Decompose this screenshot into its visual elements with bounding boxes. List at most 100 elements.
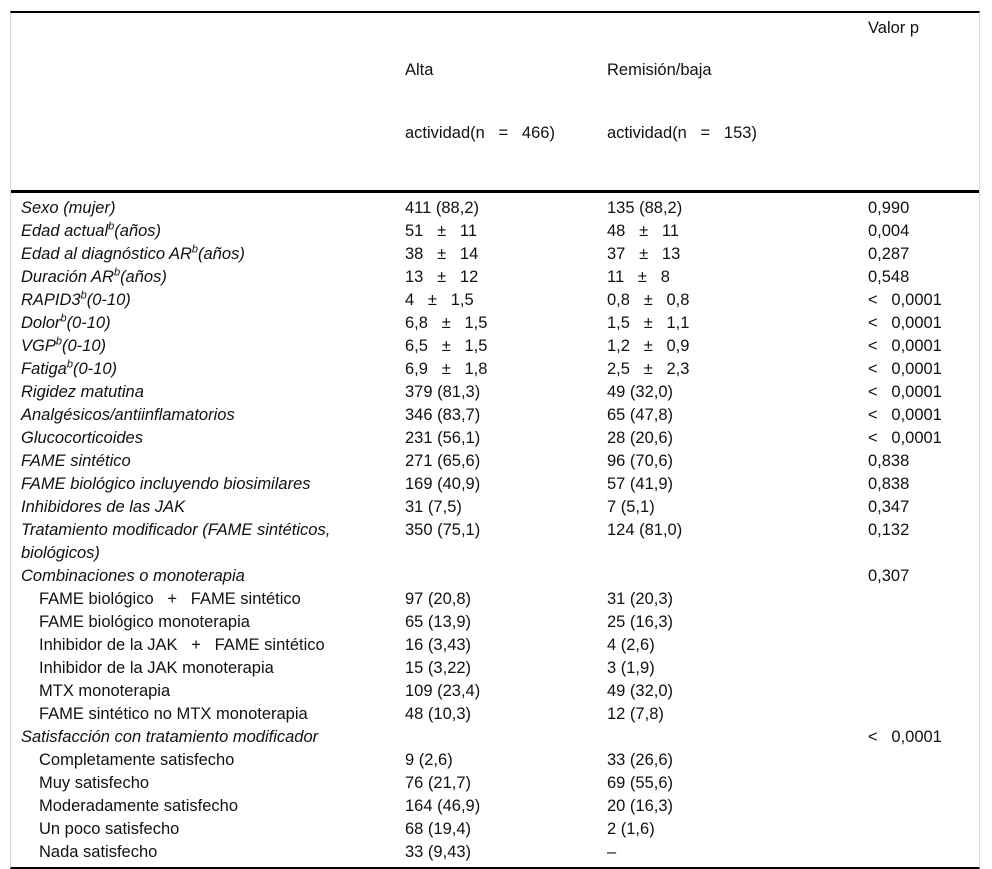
row-label: Combinaciones o monoterapia [21, 567, 245, 585]
cell-p-value: 0,838 [868, 475, 910, 493]
table-row: Inhibidor de la JAK + FAME sintético 16 (… [11, 634, 979, 657]
row-label: RAPID3b(0-10) [21, 289, 131, 309]
cell-alta-value: 15 (3,22) [405, 659, 472, 677]
cell-alta-value: 13 ± 12 [405, 268, 479, 286]
cell-alta-value: 350 (75,1) [405, 521, 481, 539]
table-row: Moderadamente satisfecho 164 (46,9) 20 (16… [11, 795, 979, 818]
cell-p-value: < 0,0001 [868, 360, 942, 378]
cell-remision-value: 49 (32,0) [607, 682, 674, 700]
cell-p-value: < 0,0001 [868, 314, 942, 332]
table-row: Satisfacción con tratamiento modificador… [11, 726, 979, 749]
table-row: Completamente satisfecho 9 (2,6) 33 (26,6) [11, 749, 979, 772]
row-label: FAME sintético [21, 452, 131, 470]
cell-alta-value: 48 (10,3) [405, 705, 472, 723]
table-row: FAME biológico monoterapia 65 (13,9) 25 (1… [11, 611, 979, 634]
cell-alta-value: 169 (40,9) [405, 475, 481, 493]
cell-alta-value: 16 (3,43) [405, 636, 472, 654]
header-remision-baja: Remisión/baja actividad(n = 153) [607, 18, 868, 186]
footnote-marker: b [108, 220, 115, 233]
cell-remision-value: 1,5 ± 1,1 [607, 314, 690, 332]
cell-remision-value: 31 (20,3) [607, 590, 674, 608]
cell-alta-value: 109 (23,4) [405, 682, 481, 700]
table-row: FAME sintético no MTX monoterapia 48 (10,… [11, 703, 979, 726]
table-row: Inhibidores de las JAK 31 (7,5) 7 (5,1) 0,3… [11, 496, 979, 519]
cell-remision-value: 28 (20,6) [607, 429, 674, 447]
cell-alta-value: 31 (7,5) [405, 498, 462, 516]
cell-remision-value: 2,5 ± 2,3 [607, 360, 690, 378]
cell-p-value: < 0,0001 [868, 406, 942, 424]
cell-alta-value: 9 (2,6) [405, 751, 453, 769]
row-label: Glucocorticoides [21, 429, 143, 447]
row-label: FAME biológico + FAME sintético [39, 590, 301, 608]
cell-remision-value: 96 (70,6) [607, 452, 674, 470]
cell-remision-value: 69 (55,6) [607, 774, 674, 792]
cell-p-value: 0,548 [868, 268, 910, 286]
footnote-marker: b [55, 335, 62, 348]
header-alta-line2: actividad(n = 466) [405, 124, 555, 142]
cell-p-value: 0,004 [868, 222, 910, 240]
row-label: FAME sintético no MTX monoterapia [39, 705, 308, 723]
header-remision-line2: actividad(n = 153) [607, 124, 757, 142]
header-remision-line1: Remisión/baja [607, 61, 712, 79]
footnote-marker: b [60, 312, 67, 325]
cell-p-value: < 0,0001 [868, 291, 942, 309]
footnote-marker: b [191, 243, 199, 256]
row-label: FAME biológico monoterapia [39, 613, 250, 631]
table-row: Sexo (mujer) 411 (88,2) 135 (88,2) 0,990 [11, 197, 979, 220]
row-label: Analgésicos/antiinflamatorios [21, 406, 235, 424]
cell-p-value: < 0,0001 [868, 429, 942, 447]
cell-alta-value: 271 (65,6) [405, 452, 481, 470]
header-empty [11, 18, 405, 186]
cell-remision-value: 33 (26,6) [607, 751, 674, 769]
cell-p-value: 0,307 [868, 567, 910, 585]
table-row: Rigidez matutina 379 (81,3) 49 (32,0) < 0,0… [11, 381, 979, 404]
cell-alta-value: 76 (21,7) [405, 774, 472, 792]
cell-remision-value: 124 (81,0) [607, 521, 683, 539]
cell-remision-value: 37 ± 13 [607, 245, 681, 263]
table-body: Sexo (mujer) 411 (88,2) 135 (88,2) 0,990 Eda… [11, 193, 979, 867]
table-row: RAPID3b(0-10) 4 ± 1,5 0,8 ± 0,8 < 0,0001 [11, 289, 979, 312]
table-row: Un poco satisfecho 68 (19,4) 2 (1,6) [11, 818, 979, 841]
row-label: Duración ARb(años) [21, 266, 167, 286]
row-label: Fatigab(0-10) [21, 358, 117, 378]
row-label: Satisfacción con tratamiento modificador [21, 728, 319, 746]
cell-p-value: < 0,0001 [868, 337, 942, 355]
table-row: Combinaciones o monoterapia 0,307 [11, 565, 979, 588]
row-label: Inhibidores de las JAK [21, 498, 186, 516]
cell-remision-value: 48 ± 11 [607, 222, 680, 240]
row-label: Completamente satisfecho [39, 751, 235, 769]
cell-remision-value: 12 (7,8) [607, 705, 664, 723]
cell-alta-value: 164 (46,9) [405, 797, 481, 815]
cell-remision-value: 20 (16,3) [607, 797, 674, 815]
cell-remision-value: 11 ± 8 [607, 268, 670, 286]
row-label: VGPb(0-10) [21, 335, 106, 355]
comparison-table: Alta actividad(n = 466) Remisión/baja ac… [10, 11, 980, 869]
header-alta-line1: Alta [405, 61, 434, 79]
table-row: Glucocorticoides 231 (56,1) 28 (20,6) < 0,0… [11, 427, 979, 450]
cell-alta-value: 6,5 ± 1,5 [405, 337, 488, 355]
table-row: Analgésicos/antiinflamatorios 346 (83,7) 6… [11, 404, 979, 427]
row-label: Un poco satisfecho [39, 820, 180, 838]
row-label: Rigidez matutina [21, 383, 144, 401]
cell-remision-value: – [607, 843, 617, 861]
cell-remision-value: 2 (1,6) [607, 820, 655, 838]
cell-p-value: 0,838 [868, 452, 910, 470]
row-label: Tratamiento modificador (FAME sintéticos… [21, 521, 335, 562]
row-label: Moderadamente satisfecho [39, 797, 239, 815]
cell-alta-value: 6,9 ± 1,8 [405, 360, 488, 378]
row-label: Dolorb(0-10) [21, 312, 111, 332]
cell-alta-value: 65 (13,9) [405, 613, 472, 631]
cell-remision-value: 65 (47,8) [607, 406, 674, 424]
table-row: Nada satisfecho 33 (9,43) – [11, 841, 979, 864]
cell-alta-value: 4 ± 1,5 [405, 291, 474, 309]
cell-p-value: < 0,0001 [868, 728, 942, 746]
cell-p-value: 0,990 [868, 199, 910, 217]
cell-remision-value: 7 (5,1) [607, 498, 655, 516]
row-label: Sexo (mujer) [21, 199, 116, 217]
cell-alta-value: 379 (81,3) [405, 383, 481, 401]
row-label: Edad al diagnóstico ARb(años) [21, 243, 245, 263]
cell-remision-value: 49 (32,0) [607, 383, 674, 401]
cell-remision-value: 57 (41,9) [607, 475, 674, 493]
cell-p-value: < 0,0001 [868, 383, 942, 401]
table-row: VGPb(0-10) 6,5 ± 1,5 1,2 ± 0,9 < 0,0001 [11, 335, 979, 358]
